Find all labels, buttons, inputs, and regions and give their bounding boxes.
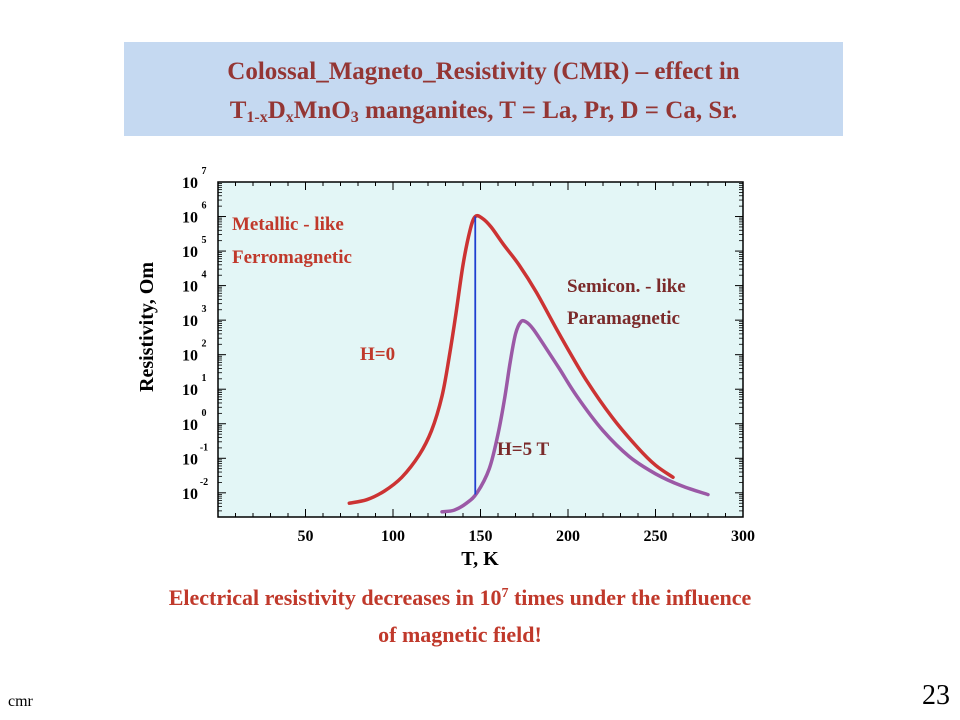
y-tick-label-exponent: 4 — [202, 270, 207, 281]
x-tick-label: 50 — [298, 528, 314, 545]
x-tick-labels: 50 100 150 200 250 300 — [298, 528, 756, 545]
y-tick-label-exponent: -2 — [200, 477, 208, 488]
curve-h5 — [440, 318, 710, 514]
title-MnO: MnO — [293, 97, 351, 124]
caption-superscript: 7 — [501, 586, 509, 601]
y-tick-label-exponent: -1 — [200, 442, 208, 453]
y-tick-label-exponent: 2 — [202, 339, 207, 350]
title-line-1: Colossal_Magneto_Resistivity (CMR) – eff… — [227, 58, 740, 85]
title-sub-x: x — [285, 109, 294, 126]
x-tick-label: 150 — [469, 528, 493, 545]
title-D: D — [267, 97, 286, 124]
plot-area — [218, 182, 743, 517]
annotation-metallic: Metallic - like — [232, 214, 344, 235]
curve-h0 — [347, 213, 675, 505]
y-tick-label-exponent: 0 — [202, 408, 207, 419]
y-tick-label-exponent: 7 — [202, 166, 207, 177]
y-tick-label-exponent: 3 — [202, 304, 207, 315]
y-tick-label-base: 10 — [182, 244, 198, 261]
curves — [347, 213, 710, 514]
y-axis-label: Resistivity, Om — [136, 262, 158, 392]
plot-frame — [217, 181, 744, 518]
y-tick-label-base: 10 — [182, 382, 198, 399]
caption-line-1: Electrical resistivity decreases in 107 … — [60, 585, 860, 611]
title-sub-1-x: 1-x — [246, 109, 268, 126]
title-rest: manganites, T = La, Pr, D = Ca, Sr. — [358, 97, 738, 124]
title-line-2: T1-xDxMnO3 manganites, T = La, Pr, D = C… — [124, 97, 843, 127]
y-tick-label-exponent: 6 — [202, 201, 207, 212]
footer-label: cmr — [8, 693, 33, 710]
slide-number: 23 — [922, 680, 950, 711]
y-tick-label-base: 10 — [182, 313, 198, 330]
y-tick-label-base: 10 — [182, 210, 198, 227]
x-tick-label: 300 — [731, 528, 755, 545]
caption-part-2: times under the influence — [508, 585, 752, 610]
x-tick-label: 250 — [644, 528, 668, 545]
annotation-ferromagnetic: Ferromagnetic — [232, 247, 352, 268]
y-tick-label-base: 10 — [182, 279, 198, 296]
x-axis-label: T, K — [461, 548, 499, 570]
title-T: T — [229, 97, 247, 124]
annotation-semicon: Semicon. - like — [567, 276, 686, 297]
y-tick-label-base: 10 — [182, 417, 198, 434]
y-tick-label-base: 10 — [182, 348, 198, 365]
x-tick-label: 200 — [556, 528, 580, 545]
title-sub-3: 3 — [350, 109, 359, 126]
caption-part-1: Electrical resistivity decreases in 10 — [168, 585, 502, 610]
annotation-h5: H=5 T — [497, 439, 550, 460]
y-tick-label-exponent: 1 — [202, 373, 207, 384]
x-tick-label: 100 — [381, 528, 405, 545]
title-banner: Colossal_Magneto_Resistivity (CMR) – eff… — [124, 42, 843, 136]
y-tick-label-base: 10 — [182, 451, 198, 468]
y-tick-label-exponent: 5 — [202, 235, 207, 246]
annotation-h0: H=0 — [360, 344, 395, 365]
caption-line-2: of magnetic field! — [378, 622, 542, 647]
y-tick-label-base: 10 — [182, 486, 198, 503]
annotation-paramagnetic: Paramagnetic — [567, 308, 680, 329]
y-tick-label-base: 10 — [182, 175, 198, 192]
